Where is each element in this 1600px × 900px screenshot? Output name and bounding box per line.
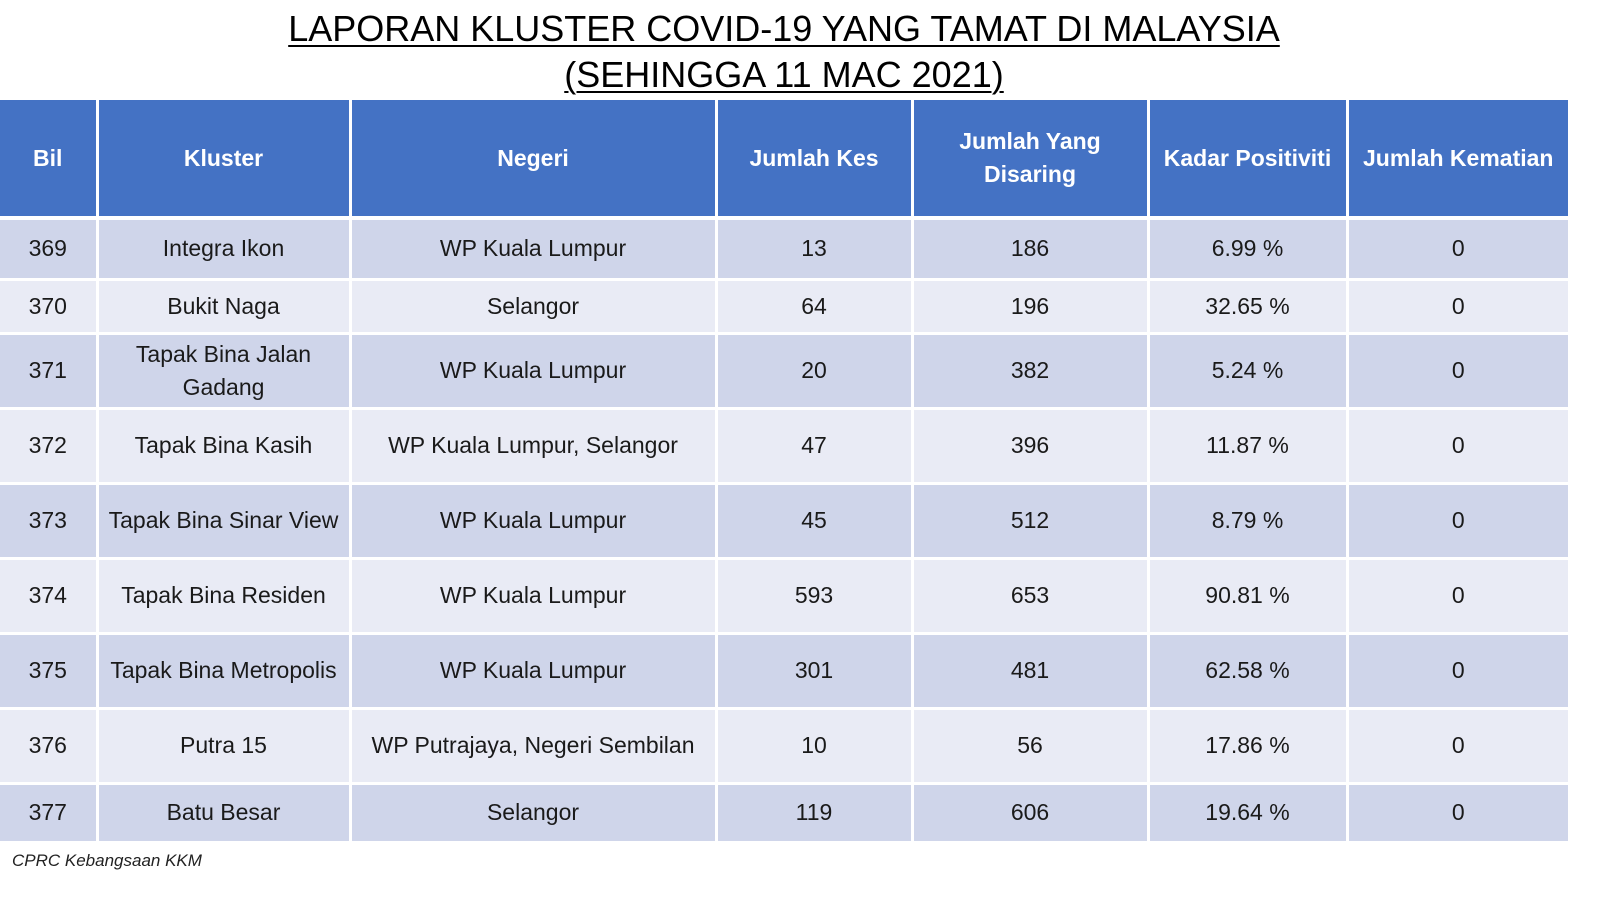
cell-bil: 375 xyxy=(0,633,99,710)
cell-jumlah-kes: 64 xyxy=(716,279,914,335)
cell-jumlah-disaring: 653 xyxy=(912,558,1150,635)
cell-bil: 370 xyxy=(0,279,99,335)
cell-jumlah-kes: 47 xyxy=(716,408,914,485)
cell-jumlah-disaring: 186 xyxy=(912,218,1150,281)
header-kadar-positiviti: Kadar Positiviti xyxy=(1148,100,1349,220)
cell-jumlah-kes: 10 xyxy=(716,708,914,785)
cell-kluster: Batu Besar xyxy=(97,783,352,844)
table-row: 375 Tapak Bina Metropolis WP Kuala Lumpu… xyxy=(0,633,1568,710)
cell-jumlah-kes: 13 xyxy=(716,218,914,281)
cell-bil: 377 xyxy=(0,783,99,844)
cell-jumlah-kematian: 0 xyxy=(1347,783,1568,844)
title-line-1: LAPORAN KLUSTER COVID-19 YANG TAMAT DI M… xyxy=(0,6,1568,52)
cell-kluster: Integra Ikon xyxy=(97,218,352,281)
cell-jumlah-kematian: 0 xyxy=(1347,633,1568,710)
table-row: 370 Bukit Naga Selangor 64 196 32.65 % 0 xyxy=(0,279,1568,335)
cell-jumlah-disaring: 382 xyxy=(912,333,1150,410)
cell-jumlah-kematian: 0 xyxy=(1347,333,1568,410)
table-row: 369 Integra Ikon WP Kuala Lumpur 13 186 … xyxy=(0,218,1568,281)
table-header: Bil Kluster Negeri Jumlah Kes Jumlah Yan… xyxy=(0,100,1568,220)
cell-kadar-positiviti: 8.79 % xyxy=(1148,483,1349,560)
cell-kluster: Tapak Bina Kasih xyxy=(97,408,352,485)
cell-negeri: WP Kuala Lumpur xyxy=(350,483,718,560)
cell-kadar-positiviti: 11.87 % xyxy=(1148,408,1349,485)
cell-kluster: Tapak Bina Jalan Gadang xyxy=(97,333,352,410)
cell-kadar-positiviti: 17.86 % xyxy=(1148,708,1349,785)
cell-jumlah-disaring: 56 xyxy=(912,708,1150,785)
cell-jumlah-kes: 593 xyxy=(716,558,914,635)
cell-kluster: Tapak Bina Residen xyxy=(97,558,352,635)
cell-negeri: WP Putrajaya, Negeri Sembilan xyxy=(350,708,718,785)
cell-jumlah-kes: 119 xyxy=(716,783,914,844)
cluster-report-table: Bil Kluster Negeri Jumlah Kes Jumlah Yan… xyxy=(0,100,1568,844)
cell-negeri: Selangor xyxy=(350,279,718,335)
table-row: 377 Batu Besar Selangor 119 606 19.64 % … xyxy=(0,783,1568,844)
table-row: 372 Tapak Bina Kasih WP Kuala Lumpur, Se… xyxy=(0,408,1568,485)
cell-kadar-positiviti: 19.64 % xyxy=(1148,783,1349,844)
cell-jumlah-kematian: 0 xyxy=(1347,408,1568,485)
cell-negeri: WP Kuala Lumpur xyxy=(350,333,718,410)
source-note: CPRC Kebangsaan KKM xyxy=(12,851,202,870)
cell-jumlah-disaring: 512 xyxy=(912,483,1150,560)
cell-bil: 376 xyxy=(0,708,99,785)
cell-kadar-positiviti: 5.24 % xyxy=(1148,333,1349,410)
cell-bil: 369 xyxy=(0,218,99,281)
table-row: 371 Tapak Bina Jalan Gadang WP Kuala Lum… xyxy=(0,333,1568,410)
cell-jumlah-kes: 20 xyxy=(716,333,914,410)
cell-negeri: WP Kuala Lumpur xyxy=(350,558,718,635)
cell-jumlah-kes: 45 xyxy=(716,483,914,560)
cell-kadar-positiviti: 32.65 % xyxy=(1148,279,1349,335)
cell-jumlah-disaring: 196 xyxy=(912,279,1150,335)
header-negeri: Negeri xyxy=(350,100,718,220)
cell-bil: 371 xyxy=(0,333,99,410)
cell-bil: 372 xyxy=(0,408,99,485)
cell-jumlah-disaring: 606 xyxy=(912,783,1150,844)
cell-jumlah-kes: 301 xyxy=(716,633,914,710)
cell-kadar-positiviti: 62.58 % xyxy=(1148,633,1349,710)
cell-negeri: WP Kuala Lumpur xyxy=(350,633,718,710)
cell-kluster: Putra 15 xyxy=(97,708,352,785)
cell-jumlah-kematian: 0 xyxy=(1347,483,1568,560)
header-jumlah-disaring: Jumlah Yang Disaring xyxy=(912,100,1150,220)
cell-kluster: Tapak Bina Sinar View xyxy=(97,483,352,560)
cell-negeri: Selangor xyxy=(350,783,718,844)
cell-jumlah-kematian: 0 xyxy=(1347,279,1568,335)
header-kluster: Kluster xyxy=(97,100,352,220)
cell-bil: 374 xyxy=(0,558,99,635)
report-title: LAPORAN KLUSTER COVID-19 YANG TAMAT DI M… xyxy=(0,6,1568,98)
title-main-text: LAPORAN KLUSTER COVID-19 YANG TAMAT DI M… xyxy=(288,8,1280,49)
cell-jumlah-disaring: 396 xyxy=(912,408,1150,485)
cell-bil: 373 xyxy=(0,483,99,560)
table-row: 374 Tapak Bina Residen WP Kuala Lumpur 5… xyxy=(0,558,1568,635)
table-body: 369 Integra Ikon WP Kuala Lumpur 13 186 … xyxy=(0,218,1568,844)
cell-negeri: WP Kuala Lumpur, Selangor xyxy=(350,408,718,485)
cell-jumlah-disaring: 481 xyxy=(912,633,1150,710)
title-date-text: (SEHINGGA 11 MAC 2021) xyxy=(564,54,1004,95)
header-bil: Bil xyxy=(0,100,99,220)
header-jumlah-kematian: Jumlah Kematian xyxy=(1347,100,1568,220)
table-row: 373 Tapak Bina Sinar View WP Kuala Lumpu… xyxy=(0,483,1568,560)
cell-kluster: Tapak Bina Metropolis xyxy=(97,633,352,710)
cell-jumlah-kematian: 0 xyxy=(1347,218,1568,281)
title-line-2: (SEHINGGA 11 MAC 2021) xyxy=(0,52,1568,98)
table-row: 376 Putra 15 WP Putrajaya, Negeri Sembil… xyxy=(0,708,1568,785)
cell-jumlah-kematian: 0 xyxy=(1347,708,1568,785)
cell-kluster: Bukit Naga xyxy=(97,279,352,335)
cell-kadar-positiviti: 6.99 % xyxy=(1148,218,1349,281)
cell-jumlah-kematian: 0 xyxy=(1347,558,1568,635)
header-jumlah-kes: Jumlah Kes xyxy=(716,100,914,220)
cell-kadar-positiviti: 90.81 % xyxy=(1148,558,1349,635)
header-row: Bil Kluster Negeri Jumlah Kes Jumlah Yan… xyxy=(0,100,1568,220)
cell-negeri: WP Kuala Lumpur xyxy=(350,218,718,281)
